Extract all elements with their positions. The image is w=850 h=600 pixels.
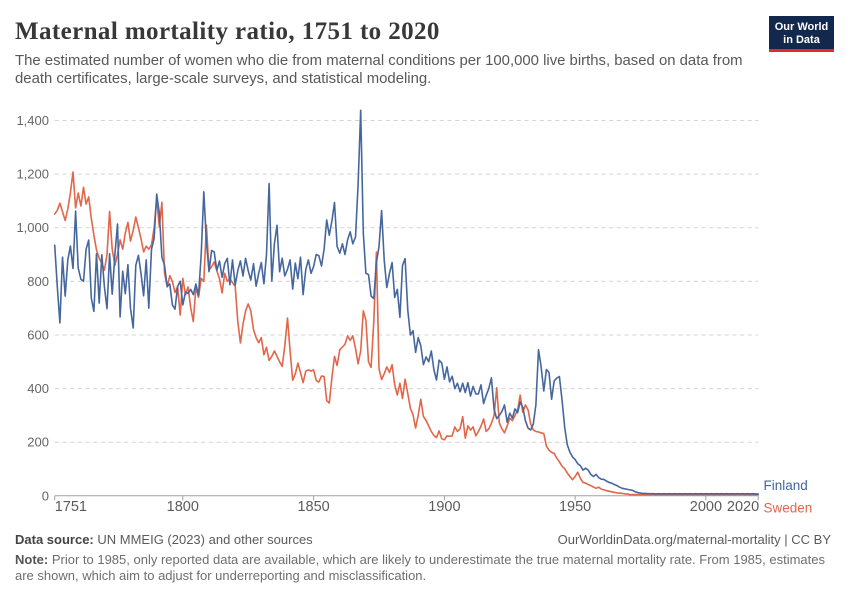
svg-text:1800: 1800 xyxy=(167,499,199,515)
svg-text:600: 600 xyxy=(27,328,49,343)
svg-text:1850: 1850 xyxy=(297,499,329,515)
svg-text:2000: 2000 xyxy=(690,499,722,515)
svg-text:800: 800 xyxy=(27,274,49,289)
svg-text:200: 200 xyxy=(27,435,49,450)
svg-text:1751: 1751 xyxy=(55,499,87,515)
svg-text:1950: 1950 xyxy=(559,499,591,515)
svg-text:1,000: 1,000 xyxy=(16,220,49,235)
svg-text:2020: 2020 xyxy=(727,499,759,515)
svg-text:1900: 1900 xyxy=(428,499,460,515)
svg-text:400: 400 xyxy=(27,381,49,396)
svg-text:Sweden: Sweden xyxy=(764,501,813,516)
svg-text:Finland: Finland xyxy=(764,478,808,493)
svg-text:0: 0 xyxy=(42,488,49,503)
svg-text:1,400: 1,400 xyxy=(16,113,49,128)
svg-text:1,200: 1,200 xyxy=(16,167,49,182)
